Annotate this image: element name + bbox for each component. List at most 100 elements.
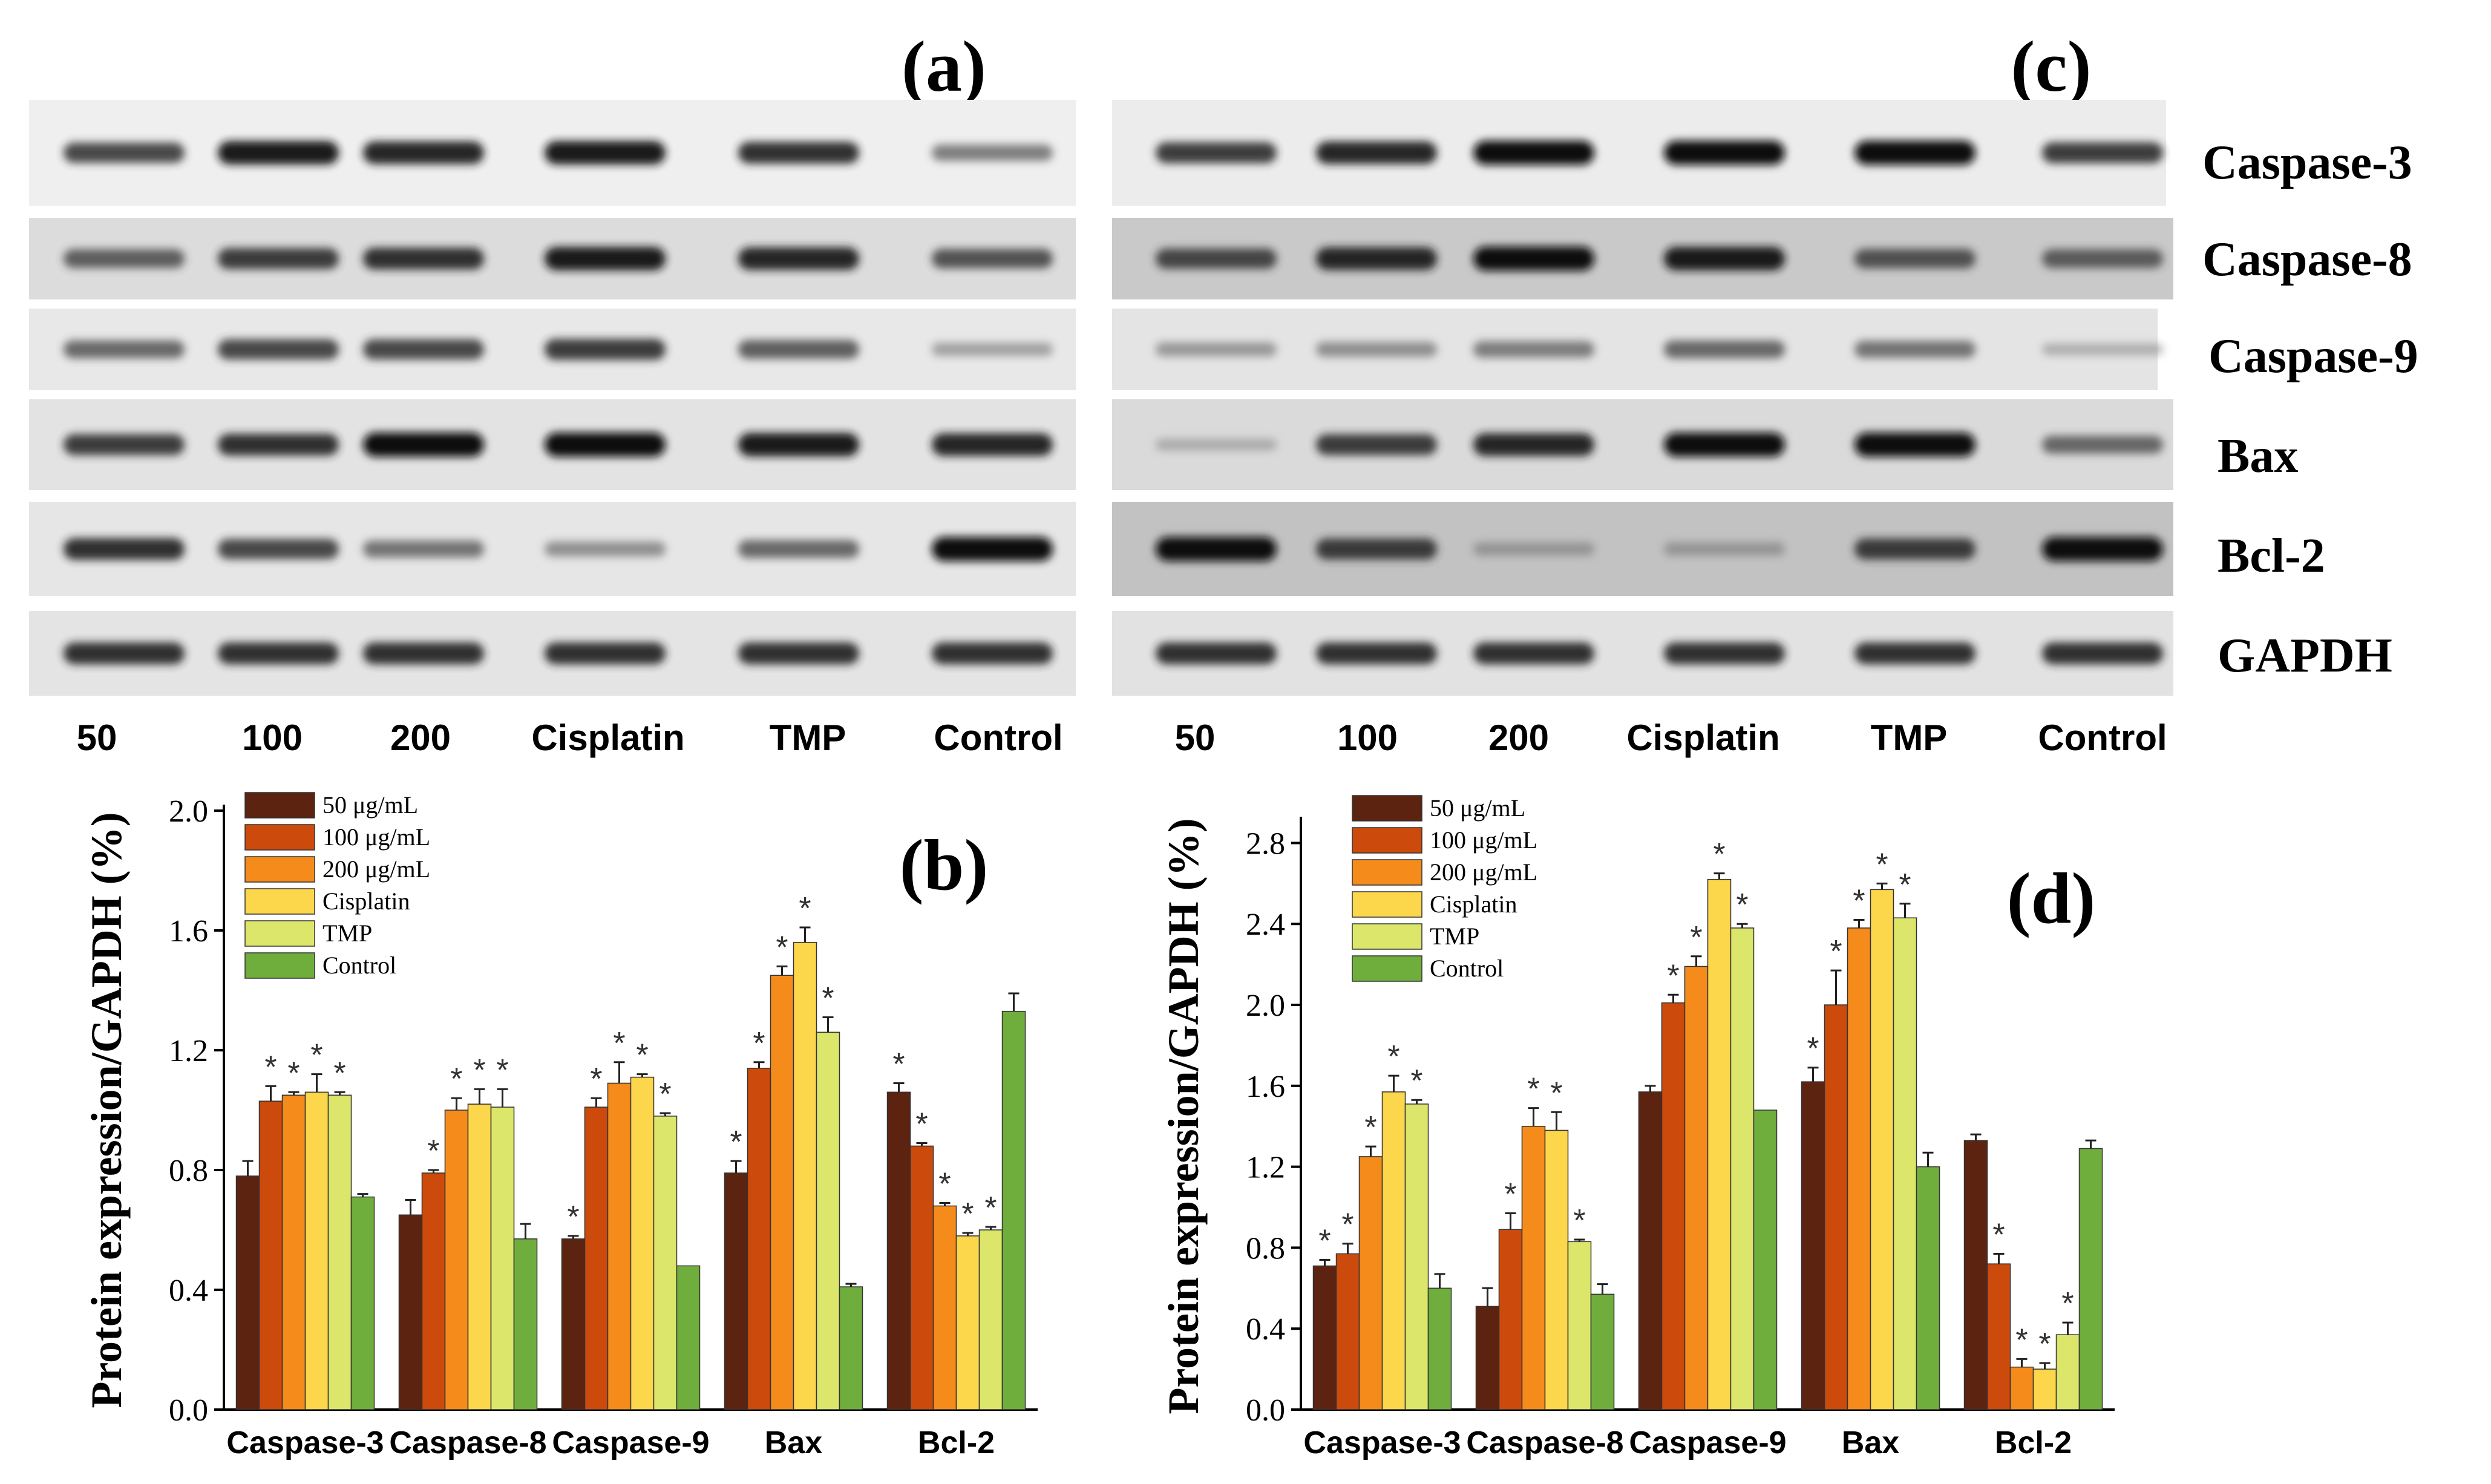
legend-swatch	[1352, 891, 1422, 918]
legend-label: Control	[322, 952, 396, 979]
bar	[1730, 927, 1755, 1410]
legend-swatch	[1352, 955, 1422, 982]
bar	[630, 1076, 655, 1410]
legend-swatch	[244, 792, 315, 819]
bar	[1498, 1229, 1523, 1410]
bar	[2032, 1368, 2057, 1410]
blot-band	[1316, 538, 1437, 560]
blot-band	[1156, 439, 1277, 451]
blot-band	[932, 537, 1053, 561]
y-tick-label: 2.8	[1246, 826, 1285, 861]
blot-strip	[1112, 100, 2166, 206]
blot-band	[363, 141, 484, 165]
protein-label: GAPDH	[2218, 629, 2392, 682]
y-axis-label: Protein expression/GAPDH (%)	[82, 812, 131, 1408]
bar	[467, 1103, 492, 1410]
bar	[1521, 1125, 1546, 1410]
bar	[235, 1175, 260, 1410]
significance-marker: *	[567, 1200, 579, 1235]
bar-chart-b: 0.0 0.4 0.8 1.2 1.6 2.0 Protein expression/GAP…	[82, 791, 1038, 1460]
lane-label: 200	[390, 717, 451, 758]
blot-band	[1664, 247, 1785, 270]
legend-swatch	[244, 952, 315, 979]
protein-labels: Caspase-3 Caspase-8 Caspase-9 Bax Bcl-2 …	[2202, 136, 2418, 682]
blot-band	[218, 339, 339, 360]
blot-band	[363, 339, 484, 360]
blot-strip	[1112, 399, 2173, 490]
significance-marker: *	[2015, 1322, 2028, 1358]
blot-band	[218, 538, 339, 560]
blot-band	[1473, 542, 1594, 556]
bar	[1638, 1091, 1663, 1410]
significance-marker: *	[1807, 1031, 1819, 1067]
blot-band	[1664, 433, 1785, 457]
blot-band	[545, 642, 666, 665]
blot-band	[1664, 542, 1785, 556]
significance-marker: *	[1853, 884, 1865, 919]
blot-band	[218, 141, 339, 165]
significance-marker: *	[2038, 1327, 2051, 1362]
bar	[2078, 1148, 2103, 1410]
blot-band	[1664, 642, 1785, 665]
bar	[490, 1106, 515, 1410]
significance-marker: *	[892, 1047, 905, 1082]
bar	[1753, 1110, 1778, 1410]
bar	[1427, 1287, 1452, 1410]
bar	[770, 975, 794, 1410]
significance-marker: *	[1364, 1110, 1376, 1145]
significance-marker: *	[1504, 1177, 1516, 1212]
x-tick-label: Caspase-9	[552, 1425, 709, 1460]
panel-label-d: (d)	[2007, 858, 2096, 938]
bar	[1590, 1293, 1615, 1410]
bar	[1893, 917, 1917, 1410]
significance-marker: *	[1713, 837, 1725, 872]
bar	[584, 1106, 609, 1410]
blot-strip	[1112, 611, 2173, 696]
lane-label: 200	[1488, 717, 1549, 758]
legend-label: Control	[1430, 955, 1504, 982]
significance-marker: *	[822, 981, 834, 1016]
protein-label: Caspase-3	[2202, 136, 2412, 189]
bar	[1707, 878, 1732, 1410]
significance-marker: *	[333, 1056, 345, 1091]
lane-label: Control	[934, 717, 1062, 758]
bar	[561, 1238, 586, 1410]
significance-marker: *	[1410, 1064, 1422, 1099]
y-tick-label: 0.0	[1246, 1393, 1285, 1428]
blot-band	[1316, 642, 1437, 665]
bar	[258, 1100, 283, 1410]
blot-band	[64, 642, 185, 665]
blot-band	[1473, 341, 1594, 358]
significance-marker: *	[2061, 1286, 2074, 1321]
y-tick-label: 0.8	[1246, 1231, 1285, 1266]
bar	[350, 1196, 375, 1410]
legend-swatch	[244, 824, 315, 851]
blot-band	[1664, 340, 1785, 359]
bar	[1001, 1010, 1026, 1410]
blot-band	[2042, 642, 2163, 665]
blot-band	[545, 541, 666, 557]
bar	[2055, 1334, 2080, 1410]
blot-band	[2042, 142, 2163, 163]
significance-marker: *	[915, 1106, 928, 1142]
blot-strip	[1112, 218, 2173, 299]
blot-band	[64, 434, 185, 456]
bar	[1916, 1166, 1940, 1410]
blot-band	[1316, 141, 1437, 165]
significance-marker: *	[1876, 847, 1888, 882]
blot-band	[1854, 433, 1975, 457]
y-tick-label: 1.6	[1246, 1070, 1285, 1104]
blot-band	[932, 433, 1053, 456]
blot-band	[738, 642, 859, 665]
bar	[1661, 1002, 1686, 1410]
blot-band	[545, 247, 666, 270]
significance-marker: *	[636, 1038, 648, 1073]
significance-marker: *	[1527, 1072, 1539, 1107]
bar	[839, 1286, 863, 1410]
blot-band	[1854, 140, 1975, 165]
y-tick-label: 2.4	[1246, 907, 1285, 942]
legend-swatch	[1352, 827, 1422, 854]
lane-label: Cisplatin	[531, 717, 684, 758]
y-tick-label: 1.2	[169, 1034, 208, 1068]
blot-band	[545, 141, 666, 165]
